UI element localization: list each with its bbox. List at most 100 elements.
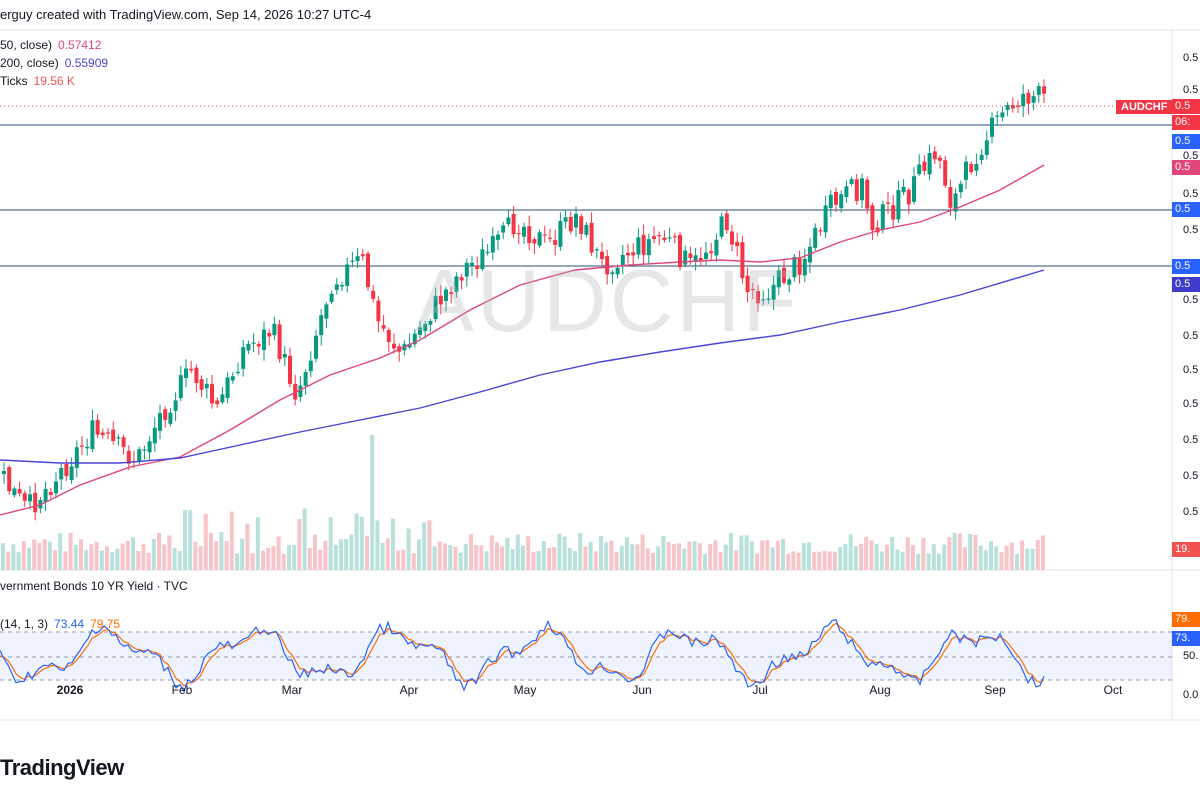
volume-bar bbox=[437, 541, 442, 570]
volume-bar bbox=[120, 543, 125, 570]
candle-body bbox=[636, 237, 641, 255]
volume-bar bbox=[141, 544, 146, 570]
volume-bar bbox=[250, 553, 255, 570]
candle-body bbox=[43, 488, 48, 503]
candle-body bbox=[906, 189, 911, 205]
candle-body bbox=[704, 252, 708, 260]
volume-bar bbox=[786, 553, 791, 570]
stoch-d-value: 79.75 bbox=[90, 617, 121, 631]
candle-body bbox=[964, 161, 968, 180]
candle-body bbox=[100, 432, 105, 436]
volume-bar bbox=[63, 551, 68, 570]
candle-body bbox=[475, 265, 480, 269]
volume-bar bbox=[859, 543, 863, 570]
volume-bar bbox=[838, 547, 843, 570]
candle-body bbox=[459, 277, 464, 281]
volume-bar bbox=[333, 544, 338, 570]
candle-body bbox=[428, 321, 433, 325]
volume-bar bbox=[713, 540, 718, 570]
volume-bar bbox=[671, 543, 676, 570]
volume-bar bbox=[656, 546, 661, 570]
ma50-axis-tag: 0.5 bbox=[1172, 160, 1200, 175]
volume-bar bbox=[235, 553, 239, 570]
volume-bar bbox=[469, 534, 473, 570]
candle-body bbox=[652, 236, 656, 240]
volume-bar bbox=[401, 549, 406, 570]
candle-body bbox=[355, 256, 360, 262]
candle-body bbox=[548, 237, 552, 239]
legend-volume[interactable]: Ticks 19.56 K bbox=[0, 74, 75, 88]
candle-body bbox=[1026, 92, 1031, 104]
candle-body bbox=[990, 117, 994, 137]
volume-bar bbox=[411, 553, 416, 570]
legend-ma200-label: 200, close) bbox=[0, 56, 59, 70]
volume-bar bbox=[1041, 535, 1045, 570]
volume-bar bbox=[874, 543, 879, 570]
legend-ma50-value: 0.57412 bbox=[58, 38, 102, 52]
volume-bar bbox=[1020, 540, 1025, 570]
candle-body bbox=[392, 343, 396, 349]
volume-bar bbox=[193, 541, 198, 570]
candle-body bbox=[423, 323, 428, 331]
candle-body bbox=[303, 372, 308, 386]
candle-body bbox=[386, 330, 391, 342]
volume-bar bbox=[167, 535, 172, 570]
volume-bar bbox=[614, 552, 619, 570]
volume-bar bbox=[978, 545, 983, 570]
volume-bar bbox=[973, 534, 978, 570]
time-axis-tick: Feb bbox=[171, 683, 193, 697]
legend-ma50[interactable]: 50, close) 0.57412 bbox=[0, 38, 101, 52]
volume-bar bbox=[209, 532, 213, 570]
candle-body bbox=[594, 249, 599, 251]
candle-body bbox=[12, 488, 17, 496]
candle-body bbox=[849, 179, 854, 184]
volume-bar bbox=[905, 537, 910, 570]
volume-bar bbox=[895, 549, 900, 570]
candle-body bbox=[324, 304, 329, 319]
volume-bar bbox=[313, 534, 317, 570]
candle-body bbox=[620, 254, 625, 266]
volume-bar bbox=[47, 541, 52, 570]
candle-body bbox=[766, 298, 771, 300]
candle-body bbox=[74, 447, 79, 469]
candle-body bbox=[381, 325, 386, 329]
candle-body bbox=[672, 236, 677, 238]
volume-bar bbox=[16, 552, 21, 570]
volume-axis-tag: 19. bbox=[1172, 542, 1200, 557]
stoch-d-line bbox=[0, 622, 1045, 687]
volume-bar bbox=[957, 533, 962, 570]
candle-body bbox=[756, 291, 760, 304]
candle-body bbox=[210, 383, 214, 404]
volume-bar bbox=[271, 546, 276, 570]
volume-bar bbox=[354, 513, 359, 570]
candle-body bbox=[2, 471, 6, 475]
candle-body bbox=[730, 231, 734, 245]
legend-ma200[interactable]: 200, close) 0.55909 bbox=[0, 56, 108, 70]
volume-bar bbox=[500, 546, 505, 570]
legend-ma50-label: 50, close) bbox=[0, 38, 53, 52]
candle-body bbox=[90, 420, 95, 450]
stoch-legend[interactable]: (14, 1, 3) 73.44 79.75 bbox=[0, 617, 120, 631]
price-axis-label: 0.5 bbox=[1183, 330, 1199, 342]
candle-body bbox=[371, 290, 376, 299]
candle-body bbox=[194, 367, 199, 384]
candle-body bbox=[771, 284, 776, 300]
candle-body bbox=[334, 284, 339, 290]
price-axis-label: 0.5 bbox=[1183, 364, 1199, 376]
volume-bar bbox=[474, 545, 479, 570]
candle-body bbox=[688, 253, 693, 259]
volume-bar bbox=[292, 544, 297, 570]
candle-body bbox=[886, 202, 890, 204]
volume-bar bbox=[1035, 540, 1040, 570]
volume-bar bbox=[625, 537, 629, 570]
volume-bar bbox=[422, 522, 427, 570]
candle-body bbox=[33, 492, 38, 513]
candle-body bbox=[376, 300, 381, 322]
candle-body bbox=[69, 466, 74, 481]
volume-bar bbox=[432, 546, 437, 570]
volume-bar bbox=[827, 551, 832, 570]
candle-body bbox=[1036, 86, 1041, 95]
volume-bar bbox=[963, 547, 967, 570]
volume-bar bbox=[302, 508, 307, 570]
